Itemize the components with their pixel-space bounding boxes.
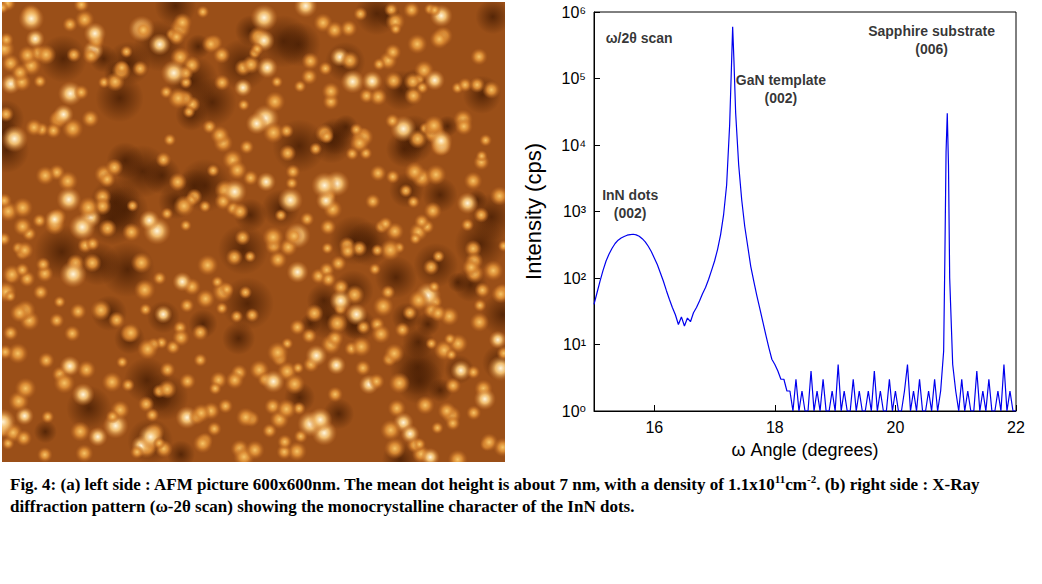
svg-text:(002): (002) bbox=[614, 205, 647, 221]
svg-text:Intensity (cps): Intensity (cps) bbox=[521, 143, 546, 280]
svg-text:10²: 10² bbox=[563, 270, 587, 287]
svg-text:10³: 10³ bbox=[563, 203, 587, 220]
svg-text:Sapphire substrate: Sapphire substrate bbox=[868, 23, 995, 39]
svg-text:InN dots: InN dots bbox=[602, 187, 658, 203]
svg-text:10⁰: 10⁰ bbox=[562, 403, 586, 420]
html-text:11cm-2. (b) right side : X-Ray: 11cm-2. (b) right side : X-Ray diffracti… bbox=[10, 473, 980, 517]
svg-text:16: 16 bbox=[645, 419, 663, 436]
svg-text:18: 18 bbox=[766, 419, 784, 436]
svg-text:ω/2θ scan: ω/2θ scan bbox=[606, 30, 673, 46]
svg-text:10⁶: 10⁶ bbox=[562, 4, 586, 21]
svg-text:ω Angle (degrees): ω Angle (degrees) bbox=[731, 440, 878, 460]
html-text:Fig. 4: (a) left side : AFM pi: Fig. 4: (a) left side : AFM picture 600x… bbox=[10, 475, 775, 494]
svg-text:(006): (006) bbox=[915, 41, 948, 57]
svg-text:10¹: 10¹ bbox=[563, 336, 586, 353]
svg-text:20: 20 bbox=[887, 419, 905, 436]
svg-text:GaN template: GaN template bbox=[736, 72, 826, 88]
svg-text:10⁴: 10⁴ bbox=[561, 137, 586, 154]
svg-text:10⁵: 10⁵ bbox=[562, 70, 586, 87]
svg-text:22: 22 bbox=[1007, 419, 1025, 436]
svg-text:(002): (002) bbox=[765, 90, 798, 106]
